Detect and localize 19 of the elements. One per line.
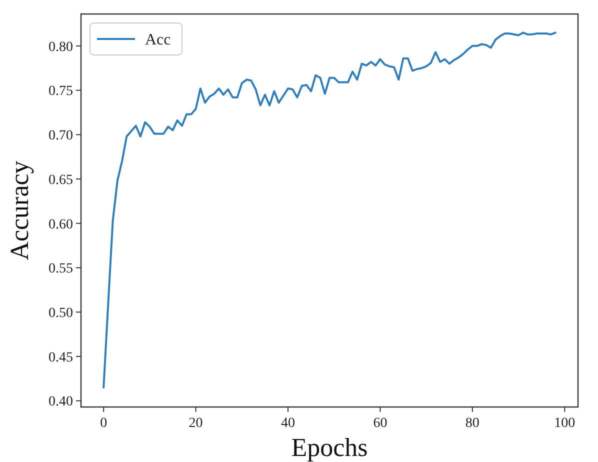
y-tick-label: 0.55: [48, 262, 73, 277]
y-tick-label: 0.65: [48, 172, 73, 188]
x-tick-label: 0: [100, 416, 108, 431]
y-tick-label: 0.50: [48, 306, 73, 321]
y-axis-title: Accuracy: [5, 160, 34, 260]
y-tick-label: 0.45: [48, 350, 73, 366]
x-tick-label: 20: [188, 416, 203, 431]
x-tick-label: 80: [465, 416, 480, 431]
y-tick-label: 0.75: [48, 84, 73, 100]
y-tick-label: 0.80: [48, 40, 73, 55]
y-tick-label: 0.70: [48, 128, 73, 144]
x-tick-label: 100: [554, 416, 576, 431]
x-axis-title: Epochs: [291, 433, 368, 462]
legend-label: Acc: [145, 32, 171, 49]
y-tick-label: 0.40: [48, 394, 73, 410]
x-tick-label: 60: [373, 416, 388, 431]
x-tick-label: 40: [281, 416, 296, 431]
y-tick-label: 0.60: [48, 217, 73, 232]
line-series: [102, 32, 556, 388]
